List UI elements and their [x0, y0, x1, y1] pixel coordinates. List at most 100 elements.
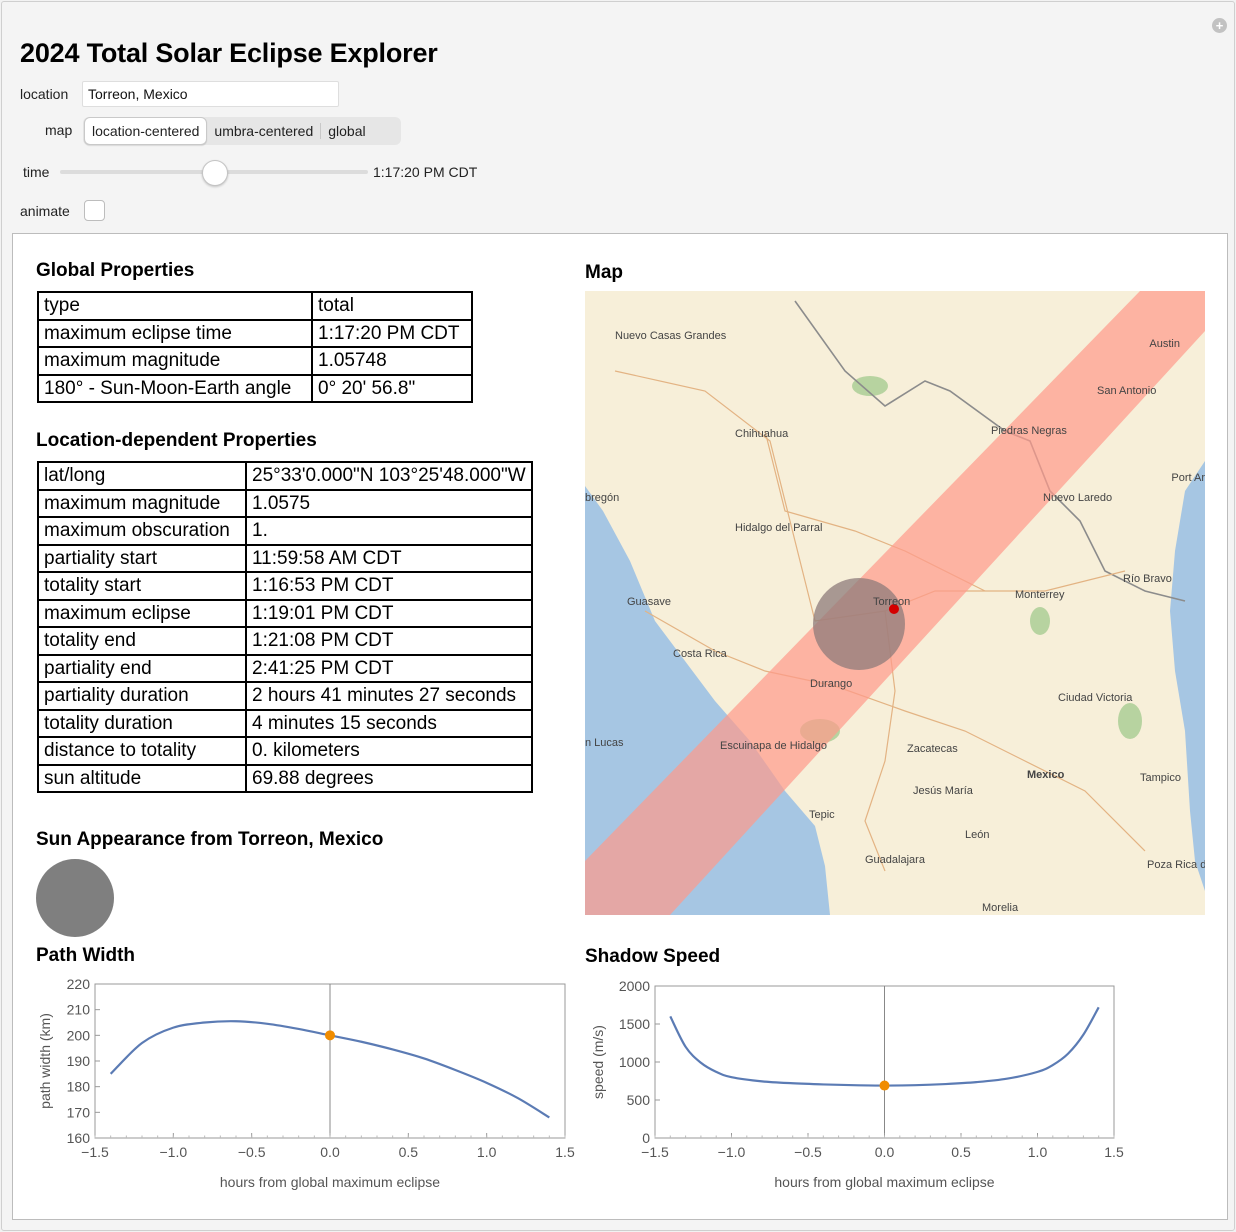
- property-value: 1.0575: [245, 488, 533, 518]
- map-road: [644, 610, 1146, 852]
- y-axis-label: speed (m/s): [590, 1025, 606, 1099]
- sun-appearance-title: Sun Appearance from Torreon, Mexico: [36, 829, 384, 850]
- property-name: maximum magnitude: [37, 346, 313, 376]
- animate-checkbox[interactable]: [84, 200, 105, 221]
- y-tick-label: 170: [67, 1104, 91, 1120]
- x-tick-label: 0.5: [399, 1144, 419, 1160]
- map-place-label: Nuevo Casas Grandes: [615, 330, 727, 342]
- property-row: totality end 1:21:08 PM CDT: [37, 626, 533, 656]
- map-option-umbra-centered[interactable]: umbra-centered: [214, 123, 314, 139]
- map-title: Map: [585, 262, 623, 283]
- output-pane: Global Properties type total maximum eclip…: [12, 233, 1228, 1220]
- map-place-label: n Lucas: [585, 737, 624, 749]
- map-option-location-centered[interactable]: location-centered: [84, 117, 208, 145]
- y-tick-label: 1000: [619, 1054, 650, 1070]
- property-name: totality duration: [37, 708, 247, 738]
- location-input[interactable]: Torreon, Mexico: [82, 81, 339, 107]
- y-tick-label: 190: [67, 1053, 91, 1069]
- x-tick-label: 0.0: [875, 1144, 895, 1160]
- map-place-label: Nuevo Laredo: [1043, 492, 1112, 504]
- shadow-speed-chart: −1.5 −1.0 −0.5 0.0 0.5 1.0 1.5 0 500 1000 1500 2000…: [590, 978, 1124, 1190]
- property-row: lat/long 25°33'0.000"N 103°25'48.000"W: [37, 461, 533, 491]
- x-axis-label: hours from global maximum eclipse: [220, 1174, 440, 1190]
- map-place-label: Costa Rica: [673, 648, 728, 660]
- x-tick-label: 0.0: [320, 1144, 340, 1160]
- property-row: partiality duration 2 hours 41 minutes 27…: [37, 681, 533, 711]
- location-properties-table: lat/long 25°33'0.000"N 103°25'48.000"W max…: [37, 461, 533, 793]
- map-place-label: León: [965, 829, 989, 841]
- x-tick-label: −1.5: [641, 1144, 669, 1160]
- property-row: distance to totality 0. kilometers: [37, 736, 533, 766]
- location-label: location: [20, 86, 69, 102]
- property-row: partiality start 11:59:58 AM CDT: [37, 543, 533, 573]
- y-tick-label: 210: [67, 1002, 91, 1018]
- property-name: partiality end: [37, 653, 247, 683]
- map-place-label: Zacatecas: [907, 743, 958, 755]
- y-tick-label: 2000: [619, 978, 650, 994]
- property-row: maximum eclipse 1:19:01 PM CDT: [37, 598, 533, 628]
- property-value: 1.: [245, 516, 533, 546]
- map-place-label: Morelia: [982, 902, 1019, 914]
- property-row: partiality end 2:41:25 PM CDT: [37, 653, 533, 683]
- property-row: totality duration 4 minutes 15 seconds: [37, 708, 533, 738]
- map-place-label: Río Bravo: [1123, 573, 1172, 585]
- property-value: 4 minutes 15 seconds: [245, 708, 533, 738]
- map-vegetation: [852, 376, 888, 396]
- property-value: 2 hours 41 minutes 27 seconds: [245, 681, 533, 711]
- sun-appearance-disk: [36, 859, 114, 937]
- x-tick-label: 1.5: [555, 1144, 575, 1160]
- global-properties-title: Global Properties: [36, 260, 195, 281]
- x-axis-label: hours from global maximum eclipse: [774, 1174, 994, 1190]
- x-tick-label: −1.0: [718, 1144, 746, 1160]
- x-tick-label: 1.5: [1104, 1144, 1124, 1160]
- map-place-label: Poza Rica de H: [1147, 859, 1205, 871]
- property-name: distance to totality: [37, 736, 247, 766]
- property-value: 0° 20' 56.8": [311, 373, 473, 403]
- property-value: 25°33'0.000"N 103°25'48.000"W: [245, 461, 533, 491]
- property-name: totality start: [37, 571, 247, 601]
- eclipse-map[interactable]: Nuevo Casas Grandes Austin San Antonio Chih…: [585, 291, 1205, 915]
- property-row: type total: [37, 291, 473, 321]
- time-value: 1:17:20 PM CDT: [373, 164, 478, 180]
- y-tick-label: 500: [627, 1092, 651, 1108]
- map-place-label: Durango: [810, 678, 852, 690]
- y-tick-label: 200: [67, 1027, 91, 1043]
- location-properties-title: Location-dependent Properties: [36, 430, 317, 451]
- current-time-marker: [879, 1080, 890, 1091]
- property-value: 1:17:20 PM CDT: [311, 318, 473, 348]
- map-place-label: Guasave: [627, 596, 671, 608]
- property-value: 0. kilometers: [245, 736, 533, 766]
- map-option-global[interactable]: global: [328, 123, 366, 139]
- map-place-label: Austin: [1149, 338, 1180, 350]
- map-vegetation: [1030, 607, 1050, 635]
- property-name: partiality duration: [37, 681, 247, 711]
- property-name: totality end: [37, 626, 247, 656]
- time-label: time: [23, 164, 50, 180]
- segment-divider: [320, 123, 322, 139]
- property-value: 11:59:58 AM CDT: [245, 543, 533, 573]
- current-time-marker: [325, 1030, 335, 1041]
- y-tick-label: 180: [67, 1079, 91, 1095]
- x-tick-label: −1.0: [160, 1144, 188, 1160]
- map-place-label: San Antonio: [1097, 385, 1156, 397]
- property-value: 1:21:08 PM CDT: [245, 626, 533, 656]
- time-slider-thumb[interactable]: [202, 160, 228, 186]
- x-tick-label: 1.0: [1028, 1144, 1048, 1160]
- property-value: 1:16:53 PM CDT: [245, 571, 533, 601]
- property-row: 180° - Sun-Moon-Earth angle 0° 20' 56.8": [37, 373, 473, 403]
- map-place-label: Guadalajara: [865, 854, 926, 866]
- x-tick-label: 1.0: [477, 1144, 497, 1160]
- x-tick-label: −0.5: [238, 1144, 266, 1160]
- animate-label: animate: [20, 203, 70, 219]
- global-properties-table: type total maximum eclipse time 1:17:20 PM …: [37, 291, 473, 403]
- add-icon[interactable]: +: [1212, 18, 1227, 33]
- property-name: partiality start: [37, 543, 247, 573]
- map-gulf-of-mexico: [1170, 461, 1205, 891]
- map-mode-selector: location-centered umbra-centered global: [83, 117, 401, 145]
- property-name: type: [37, 291, 313, 321]
- map-vegetation: [1118, 703, 1142, 739]
- map-place-label: Mexico: [1027, 769, 1065, 781]
- map-place-label: bregón: [585, 492, 619, 504]
- shadow-speed-title: Shadow Speed: [585, 946, 721, 967]
